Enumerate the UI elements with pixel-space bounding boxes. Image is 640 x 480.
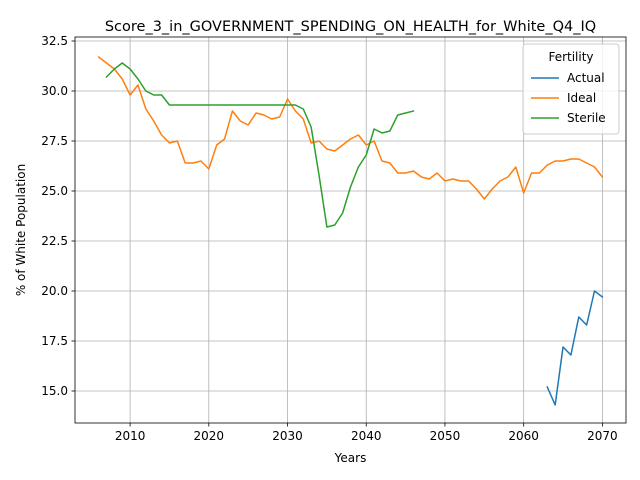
series-lines bbox=[97, 55, 604, 406]
y-axis-label: % of White Population bbox=[14, 164, 28, 296]
x-tick-label-2050: 2050 bbox=[430, 429, 461, 443]
legend-label-ideal: Ideal bbox=[567, 91, 596, 105]
legend-title: Fertility bbox=[548, 50, 593, 64]
x-tick-label-2040: 2040 bbox=[351, 429, 382, 443]
y-tick-label-17-5: 17.5 bbox=[41, 334, 68, 348]
plot-frame bbox=[74, 36, 627, 424]
y-tick-label-30-0: 30.0 bbox=[41, 84, 68, 98]
legend-box bbox=[522, 43, 620, 135]
x-tick-label-2070: 2070 bbox=[587, 429, 618, 443]
legend-label-actual: Actual bbox=[567, 71, 605, 85]
y-tick-label-32-5: 32.5 bbox=[41, 34, 68, 48]
y-axis-ticks: 15.0 17.5 20.0 22.5 25.0 27.5 30.0 32.5 bbox=[41, 34, 75, 398]
series-line-actual bbox=[546, 290, 604, 406]
y-tick-label-22-5: 22.5 bbox=[41, 234, 68, 248]
x-tick-label-2010: 2010 bbox=[115, 429, 146, 443]
x-tick-label-2030: 2030 bbox=[272, 429, 303, 443]
legend-label-sterile: Sterile bbox=[567, 111, 606, 125]
x-axis-label: Years bbox=[334, 451, 367, 465]
x-tick-label-2020: 2020 bbox=[194, 429, 225, 443]
legend-items: Actual Ideal Sterile bbox=[531, 71, 606, 125]
y-tick-label-20-0: 20.0 bbox=[41, 284, 68, 298]
series-line-sterile bbox=[105, 62, 415, 228]
x-axis-ticks: 2010 2020 2030 2040 2050 2060 2070 bbox=[115, 423, 618, 443]
x-tick-label-2060: 2060 bbox=[508, 429, 539, 443]
y-tick-label-15-0: 15.0 bbox=[41, 384, 68, 398]
legend: Fertility Actual Ideal Sterile bbox=[522, 43, 620, 135]
y-tick-label-27-5: 27.5 bbox=[41, 134, 68, 148]
series-line-ideal bbox=[97, 55, 604, 200]
chart-title: Score_3_in_GOVERNMENT_SPENDING_ON_HEALTH… bbox=[105, 19, 596, 35]
y-tick-label-25-0: 25.0 bbox=[41, 184, 68, 198]
